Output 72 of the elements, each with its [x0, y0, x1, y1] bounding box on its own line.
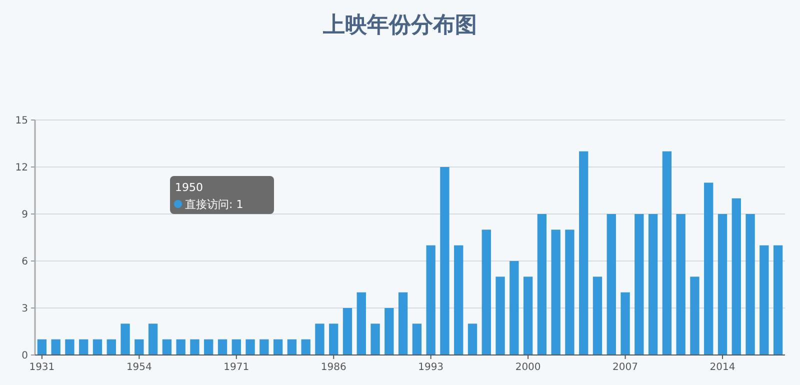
annotation: 1950: [175, 181, 203, 194]
bar: [606, 214, 616, 355]
bar: [120, 324, 130, 355]
bar: [273, 339, 283, 355]
bar: [106, 339, 116, 355]
bar: [398, 292, 408, 355]
x-tick-label: 2000: [515, 362, 541, 373]
bar: [342, 308, 352, 355]
bar: [634, 214, 644, 355]
bar: [592, 276, 602, 355]
y-tick-label: 12: [15, 162, 28, 174]
bar: [356, 292, 366, 355]
bar: [148, 324, 158, 355]
bar: [162, 339, 172, 355]
bar: [468, 324, 478, 355]
x-tick-label: 1993: [418, 362, 444, 373]
x-tick-label: 2007: [612, 362, 638, 373]
annotation: 直接访问: 1: [185, 198, 244, 211]
bar: [190, 339, 200, 355]
bar: [79, 339, 88, 355]
bar: [482, 230, 491, 355]
bar: [565, 230, 574, 355]
bar: [426, 245, 436, 355]
bar: [620, 292, 630, 355]
y-tick-label: 6: [22, 256, 28, 268]
bar: [287, 339, 297, 355]
bar: [440, 167, 450, 355]
bar: [315, 324, 324, 355]
bar: [773, 245, 783, 355]
bar: [579, 151, 588, 355]
bar: [690, 276, 700, 355]
bar: [218, 339, 228, 355]
bar: [51, 339, 60, 355]
bar: [662, 151, 672, 355]
bar: [92, 339, 102, 355]
bar: [648, 214, 658, 355]
x-tick-label: 1954: [126, 362, 152, 373]
x-tick-label: 1931: [29, 362, 55, 373]
bar: [760, 245, 769, 355]
bar: [510, 261, 519, 355]
bar: [232, 339, 241, 355]
chart-title: 上映年份分布图: [322, 13, 477, 38]
x-tick-label: 2014: [710, 362, 736, 373]
y-tick-label: 9: [22, 210, 28, 220]
y-tick-label: 0: [22, 350, 28, 362]
bar: [718, 214, 728, 355]
bar: [301, 339, 310, 355]
bar: [65, 339, 74, 355]
x-tick-label: 1971: [224, 362, 250, 373]
bar: [496, 276, 505, 355]
bar: [134, 339, 144, 355]
bar: [329, 324, 338, 355]
bar: [676, 214, 686, 355]
bar: [204, 339, 214, 355]
bar: [176, 339, 186, 355]
x-tick-label: 1986: [320, 362, 346, 373]
bar: [704, 182, 714, 355]
bar: [260, 339, 269, 355]
tooltip: 1950 直接访问: 1: [170, 176, 274, 214]
bar: [454, 245, 464, 355]
bar: [37, 339, 47, 355]
bar: [551, 230, 560, 355]
bar: [523, 276, 533, 355]
bar: [412, 324, 422, 355]
bar: [370, 324, 380, 355]
bar: [537, 214, 547, 355]
bar: [732, 198, 741, 355]
bar: [746, 214, 755, 355]
bar: [246, 339, 255, 355]
y-tick-label: 3: [22, 304, 28, 314]
y-tick-label: 15: [15, 116, 28, 126]
bar: [384, 308, 394, 355]
